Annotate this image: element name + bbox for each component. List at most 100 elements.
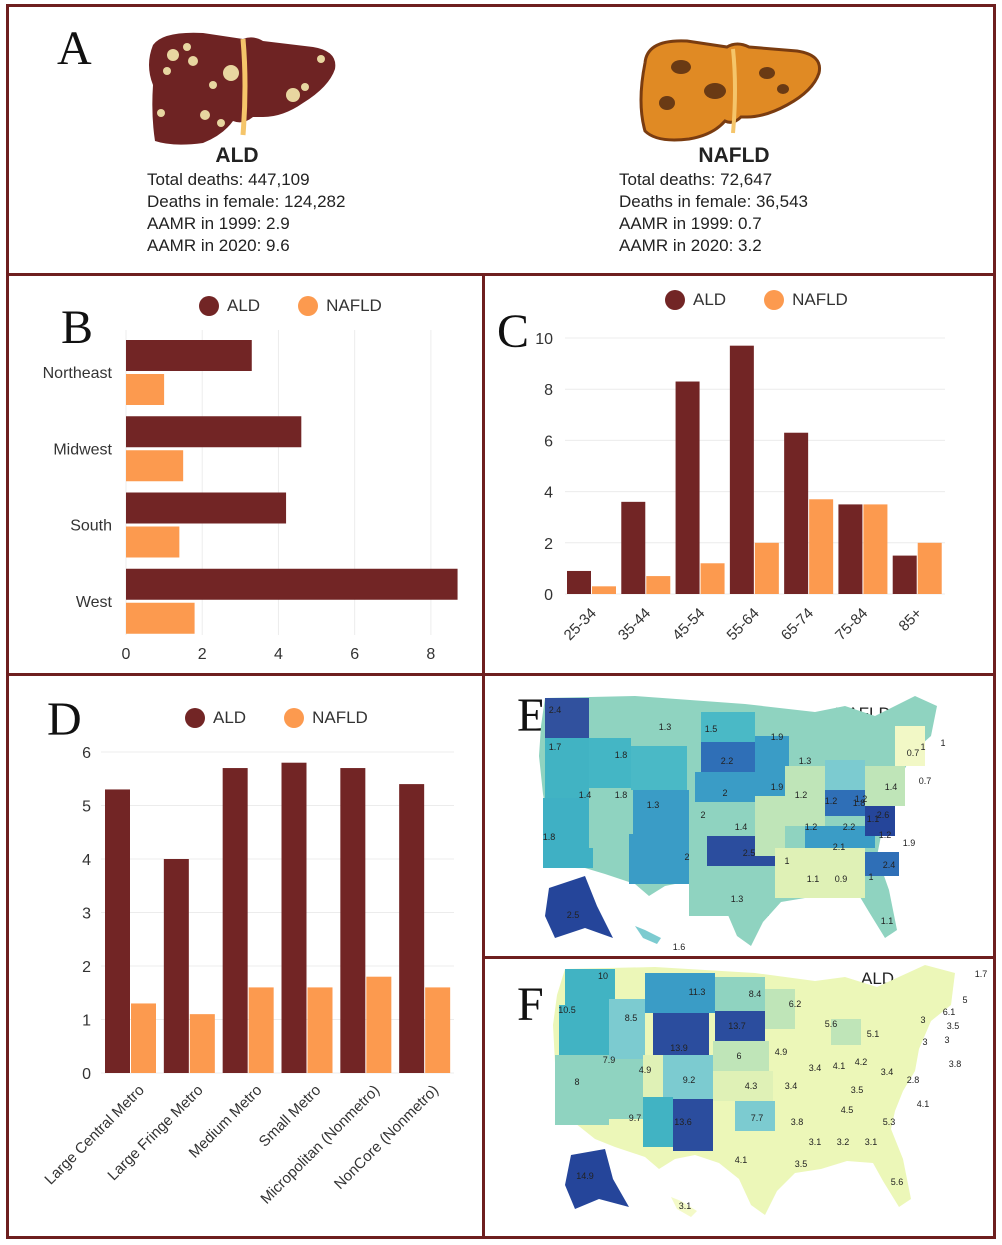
panel-a: A ALD Total deaths: 447,109 Deaths in fe…	[6, 4, 996, 276]
map-value-label: 10	[597, 971, 608, 981]
x-category-label: Large Central Metro	[41, 1082, 147, 1188]
map-value-label: 1.7	[548, 742, 562, 752]
y-category-label: South	[70, 518, 112, 535]
ald-liver-icon	[149, 32, 336, 145]
map-value-label: 1.2	[854, 794, 868, 804]
map-value-label: 1.2	[878, 830, 892, 840]
y-category-label: West	[76, 594, 113, 611]
legend-ald-label: ALD	[213, 708, 247, 727]
map-value-label: 1.3	[646, 800, 660, 810]
bar-ald	[126, 416, 302, 448]
map-value-label: 1.8	[852, 798, 866, 808]
region-patch	[645, 973, 715, 1013]
bar-ald	[729, 345, 754, 594]
y-category-label: Northeast	[43, 365, 113, 382]
bar-nafld	[189, 1014, 215, 1073]
map-value-label: 1.3	[658, 722, 672, 732]
ald-total-deaths: Total deaths: 447,109	[147, 170, 310, 189]
map-value-label: 1	[868, 872, 874, 882]
region-patch	[785, 766, 825, 826]
region-patch	[543, 798, 593, 868]
map-value-label: 4.1	[734, 1155, 748, 1165]
map-value-label: 4.5	[840, 1105, 854, 1115]
map-value-label: 3.4	[808, 1063, 822, 1073]
map-value-label: 1.8	[542, 832, 556, 842]
region-patch	[765, 989, 795, 1029]
map-value-label: 8.5	[624, 1013, 638, 1023]
map-value-label: 3.4	[880, 1067, 894, 1077]
map-value-label: 1.2	[794, 790, 808, 800]
x-tick-label: 8	[426, 646, 435, 663]
region-patch	[701, 742, 755, 772]
region-patch	[715, 977, 765, 1011]
map-value-label: 10.5	[558, 1005, 576, 1015]
bar-nafld	[126, 374, 165, 405]
map-value-label: 5.3	[882, 1117, 896, 1127]
map-value-label: 2.1	[832, 842, 846, 852]
legend-nafld-swatch	[764, 290, 785, 310]
ald-stats: ALD Total deaths: 447,109 Deaths in fema…	[147, 145, 397, 257]
map-value-label: 3	[922, 1037, 928, 1047]
map-value-label: 1.9	[902, 838, 916, 848]
legend-ald-label: ALD	[227, 296, 261, 315]
region-patch	[775, 848, 865, 898]
map-value-label: 2	[700, 810, 706, 820]
x-category-label: NonCore (Nonmetro)	[331, 1082, 442, 1193]
map-value-label: 1	[920, 742, 926, 752]
region-patch	[865, 852, 899, 876]
map-value-label: 6.2	[788, 999, 802, 1009]
region-patch	[831, 1019, 861, 1045]
map-value-label: 9.2	[682, 1075, 696, 1085]
bar-nafld	[700, 563, 725, 594]
hawaii-shape	[635, 926, 661, 944]
bar-ald	[222, 768, 248, 1073]
map-value-label: 0.9	[834, 874, 848, 884]
region-patch	[555, 1055, 609, 1125]
map-value-label: 2.4	[548, 705, 562, 715]
nafld-us-map	[539, 696, 937, 946]
map-value-label: 1.9	[770, 782, 784, 792]
bar-nafld	[131, 1003, 156, 1073]
y-tick-label: 5	[82, 799, 91, 816]
region-patch	[545, 698, 589, 738]
map-value-label: 2	[684, 852, 690, 862]
panel-letter-a: A	[57, 22, 92, 75]
bar-ald	[399, 784, 425, 1073]
map-value-label: 2.5	[566, 910, 580, 920]
bar-nafld	[425, 987, 451, 1073]
region-patch	[609, 1059, 643, 1119]
bar-nafld	[126, 526, 180, 558]
bar-nafld	[646, 576, 671, 594]
bar-ald	[675, 381, 700, 594]
map-value-label: 6.1	[942, 1007, 956, 1017]
region-patch	[609, 999, 645, 1059]
map-value-label: 13.9	[670, 1043, 688, 1053]
y-category-label: Midwest	[53, 441, 112, 458]
region-patch	[755, 796, 785, 856]
map-value-label: 1.7	[974, 969, 988, 979]
region-patch	[735, 1101, 775, 1131]
region-patch	[633, 790, 689, 834]
map-value-label: 0.7	[906, 748, 920, 758]
region-patch	[691, 802, 755, 836]
bar-ald	[105, 789, 130, 1073]
nafld-female-deaths: Deaths in female: 36,543	[619, 192, 809, 211]
region-patch	[653, 1013, 709, 1055]
map-value-label: 3.1	[678, 1201, 692, 1211]
map-value-label: 3	[944, 1035, 950, 1045]
map-value-label: 3.1	[808, 1137, 822, 1147]
bar-nafld	[126, 602, 195, 634]
map-value-label: 1.1	[806, 874, 820, 884]
bar-nafld	[809, 499, 834, 594]
bar-ald	[621, 501, 646, 594]
alaska-shape	[545, 876, 613, 938]
map-value-label: 1.4	[884, 782, 898, 792]
legend-b: ALD NAFLD	[199, 296, 412, 316]
region-patch	[663, 1055, 713, 1099]
map-value-label: 1.4	[734, 822, 748, 832]
map-value-label: 7.9	[602, 1055, 616, 1065]
region-patch	[643, 1055, 663, 1097]
y-tick-label: 0	[82, 1066, 91, 1083]
region-patch	[631, 746, 687, 790]
ald-female-deaths: Deaths in female: 124,282	[147, 192, 346, 211]
